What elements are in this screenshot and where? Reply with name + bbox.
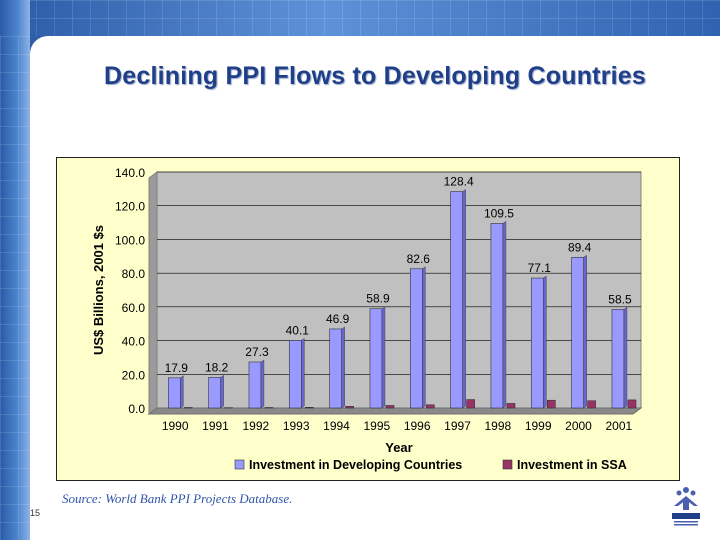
- data-label: 17.9: [165, 361, 189, 375]
- source-note: Source: World Bank PPI Projects Database…: [62, 491, 293, 506]
- bar-ssa: [506, 403, 516, 409]
- data-label: 77.1: [528, 261, 552, 275]
- x-tick-label: 1994: [323, 419, 350, 433]
- data-label: 18.2: [205, 360, 229, 374]
- plot-side-wall: [148, 171, 158, 415]
- x-tick-label: 1996: [404, 419, 431, 433]
- data-label: 89.4: [568, 240, 592, 254]
- x-tick-label: 1999: [525, 419, 552, 433]
- left-banner: [0, 0, 30, 540]
- iibsa-logo-icon: [672, 487, 700, 526]
- y-tick-label: 80.0: [122, 267, 146, 281]
- bar-developing: [288, 340, 302, 409]
- legend-label-developing: Investment in Developing Countries: [249, 458, 462, 472]
- data-label: 82.6: [407, 252, 431, 266]
- data-label: 46.9: [326, 312, 350, 326]
- bar-developing-side: [583, 254, 587, 409]
- x-tick-label: 1990: [162, 419, 189, 433]
- plot-floor: [147, 407, 643, 415]
- page-number: 15: [30, 508, 41, 518]
- bar-ssa: [587, 400, 596, 409]
- x-axis-label: Year: [385, 440, 412, 455]
- bar-ssa: [345, 406, 354, 409]
- plot-area: [156, 171, 642, 409]
- chart-area: 0.0 20.0 40.0 60.0 80.0 100.0 120.0 140.0 US$ Bi…: [56, 157, 680, 481]
- data-label: 109.5: [484, 206, 514, 220]
- bar-developing-side: [623, 307, 628, 409]
- y-tick-label: 120.0: [115, 200, 145, 214]
- y-tick-label: 100.0: [115, 233, 145, 247]
- left-banner-texture: [0, 36, 30, 540]
- y-tick-label: 20.0: [122, 368, 146, 382]
- bar-developing: [450, 191, 463, 409]
- bar-chart: 0.0 20.0 40.0 60.0 80.0 100.0 120.0 140.0 US$ Bi…: [91, 166, 643, 472]
- bar-developing-side: [543, 275, 547, 409]
- bar-ssa: [385, 405, 395, 409]
- y-tick-label: 40.0: [122, 335, 146, 349]
- bar-ssa: [183, 407, 193, 409]
- bar-developing: [248, 361, 262, 409]
- bar-developing-side: [341, 326, 345, 409]
- x-tick-label: 2001: [605, 419, 632, 433]
- bar-developing-side: [180, 375, 184, 409]
- bar-developing-side: [260, 359, 265, 409]
- y-tick-label: 140.0: [115, 166, 145, 180]
- bar-developing: [208, 377, 221, 409]
- bar-ssa: [466, 399, 475, 409]
- bar-developing: [167, 377, 181, 409]
- x-tick-label: 1997: [444, 419, 471, 433]
- bar-developing-side: [462, 189, 466, 409]
- slide-title: Declining PPI Flows to Developing Countr…: [104, 62, 646, 90]
- data-label: 40.1: [286, 323, 310, 337]
- bar-developing: [611, 309, 625, 409]
- bar-developing-side: [502, 221, 507, 409]
- bar-developing-side: [220, 374, 224, 409]
- bar-ssa: [264, 407, 274, 409]
- bar-ssa: [304, 407, 314, 409]
- legend-swatch-ssa: [502, 459, 513, 470]
- bar-developing-side: [422, 266, 426, 409]
- x-tick-label: 2000: [565, 419, 592, 433]
- top-banner: [0, 0, 720, 36]
- data-label: 27.3: [245, 345, 269, 359]
- x-tick-label: 1992: [242, 419, 269, 433]
- y-axis-label: US$ Billions, 2001 $s: [91, 225, 106, 355]
- x-tick-label: 1998: [484, 419, 511, 433]
- bar-developing: [329, 328, 342, 409]
- bar-developing: [409, 268, 423, 409]
- iibsa-logo: [668, 484, 704, 528]
- bar-developing: [571, 256, 584, 409]
- bar-developing-side: [301, 338, 305, 409]
- bar-developing: [490, 223, 504, 409]
- legend-swatch-developing: [234, 459, 245, 470]
- x-tick-label: 1991: [202, 419, 229, 433]
- x-tick-label: 1995: [363, 419, 390, 433]
- bar-developing: [530, 277, 544, 409]
- bar-ssa: [627, 399, 637, 409]
- data-label: 58.9: [366, 292, 390, 306]
- bar-developing: [369, 308, 383, 409]
- data-label: 58.5: [608, 292, 632, 306]
- y-tick-label: 0.0: [128, 402, 145, 416]
- legend-label-ssa: Investment in SSA: [517, 458, 627, 472]
- bar-developing-side: [381, 306, 386, 409]
- bar-ssa: [425, 404, 435, 409]
- y-tick-label: 60.0: [122, 301, 146, 315]
- bar-ssa: [546, 399, 556, 409]
- x-tick-label: 1993: [283, 419, 310, 433]
- top-banner-texture: [0, 0, 720, 36]
- data-label: 128.4: [444, 175, 474, 189]
